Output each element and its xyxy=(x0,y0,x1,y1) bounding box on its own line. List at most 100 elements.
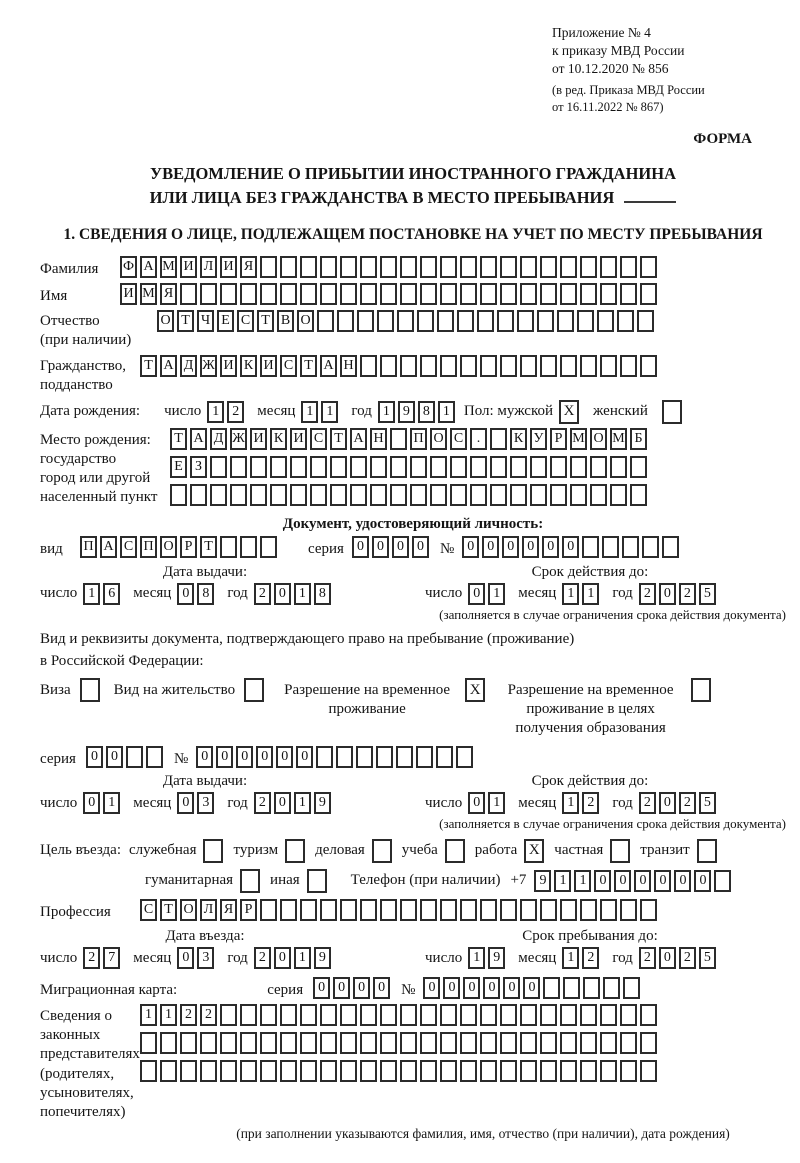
char-cell[interactable]: 0 xyxy=(353,977,371,1000)
char-cell[interactable]: 3 xyxy=(197,792,215,815)
char-cell[interactable]: К xyxy=(510,427,527,450)
char-cell[interactable] xyxy=(500,1060,517,1083)
char-cell[interactable] xyxy=(337,309,354,332)
char-cell[interactable] xyxy=(250,455,267,478)
char-cell[interactable]: 5 xyxy=(698,582,716,605)
char-cell[interactable]: А xyxy=(140,256,157,279)
char-cell[interactable] xyxy=(300,1004,317,1027)
char-cell[interactable] xyxy=(600,283,617,306)
char-cell[interactable] xyxy=(580,256,597,279)
char-cell[interactable] xyxy=(400,1032,417,1055)
char-cell[interactable] xyxy=(570,455,587,478)
char-cell[interactable] xyxy=(450,483,467,506)
char-cell[interactable]: 0 xyxy=(333,977,351,1000)
char-cell[interactable]: 2 xyxy=(253,947,271,970)
char-cell[interactable] xyxy=(340,1060,357,1083)
char-cell[interactable] xyxy=(500,354,517,377)
char-cell[interactable] xyxy=(630,455,647,478)
char-cell[interactable] xyxy=(300,256,317,279)
char-cell[interactable] xyxy=(620,1004,637,1027)
char-cell[interactable]: С xyxy=(280,354,297,377)
char-cell[interactable]: Т xyxy=(140,354,157,377)
char-cell[interactable] xyxy=(380,1060,397,1083)
char-cell[interactable]: 0 xyxy=(196,745,214,768)
char-cell[interactable]: 0 xyxy=(371,535,389,558)
char-cell[interactable] xyxy=(500,256,517,279)
char-cell[interactable] xyxy=(210,483,227,506)
char-cell[interactable] xyxy=(460,1004,477,1027)
representatives-row3[interactable] xyxy=(140,1060,660,1083)
char-cell[interactable]: 0 xyxy=(614,869,632,892)
char-cell[interactable] xyxy=(460,898,477,921)
char-cell[interactable]: 0 xyxy=(674,869,692,892)
char-cell[interactable] xyxy=(460,1032,477,1055)
male-checkbox[interactable]: X xyxy=(559,399,580,424)
char-cell[interactable] xyxy=(642,535,660,558)
char-cell[interactable] xyxy=(600,1004,617,1027)
char-cell[interactable] xyxy=(600,354,617,377)
char-cell[interactable] xyxy=(125,745,143,768)
char-cell[interactable] xyxy=(563,977,581,1000)
char-cell[interactable]: Л xyxy=(200,256,217,279)
char-cell[interactable]: 1 xyxy=(293,582,311,605)
char-cell[interactable] xyxy=(640,1032,657,1055)
char-cell[interactable] xyxy=(460,283,477,306)
work-checkbox[interactable]: X xyxy=(524,838,545,863)
char-cell[interactable] xyxy=(400,283,417,306)
char-cell[interactable] xyxy=(280,1060,297,1083)
char-cell[interactable] xyxy=(480,354,497,377)
char-cell[interactable] xyxy=(530,483,547,506)
char-cell[interactable]: М xyxy=(140,283,157,306)
char-cell[interactable]: 0 xyxy=(634,869,652,892)
char-cell[interactable] xyxy=(260,1004,277,1027)
char-cell[interactable]: 2 xyxy=(638,582,656,605)
char-cell[interactable] xyxy=(280,1032,297,1055)
char-cell[interactable] xyxy=(220,283,237,306)
char-cell[interactable] xyxy=(420,283,437,306)
char-cell[interactable]: О xyxy=(590,427,607,450)
char-cell[interactable] xyxy=(480,898,497,921)
char-cell[interactable]: А xyxy=(100,535,117,558)
char-cell[interactable] xyxy=(320,283,337,306)
char-cell[interactable]: 0 xyxy=(694,869,712,892)
char-cell[interactable] xyxy=(597,309,614,332)
char-cell[interactable]: 0 xyxy=(391,535,409,558)
char-cell[interactable] xyxy=(440,1032,457,1055)
char-cell[interactable] xyxy=(480,1060,497,1083)
char-cell[interactable] xyxy=(380,898,397,921)
char-cell[interactable]: 1 xyxy=(207,400,225,423)
char-cell[interactable]: 0 xyxy=(216,745,234,768)
char-cell[interactable]: 2 xyxy=(83,947,101,970)
char-cell[interactable] xyxy=(560,354,577,377)
char-cell[interactable]: 2 xyxy=(253,582,271,605)
char-cell[interactable] xyxy=(436,745,454,768)
char-cell[interactable] xyxy=(622,535,640,558)
char-cell[interactable] xyxy=(230,455,247,478)
char-cell[interactable]: А xyxy=(350,427,367,450)
char-cell[interactable]: 2 xyxy=(227,400,245,423)
char-cell[interactable] xyxy=(416,745,434,768)
char-cell[interactable] xyxy=(360,1004,377,1027)
char-cell[interactable] xyxy=(290,483,307,506)
char-cell[interactable]: 0 xyxy=(523,977,541,1000)
char-cell[interactable] xyxy=(350,455,367,478)
char-cell[interactable] xyxy=(550,483,567,506)
char-cell[interactable] xyxy=(500,1004,517,1027)
char-cell[interactable] xyxy=(440,1060,457,1083)
char-cell[interactable] xyxy=(640,283,657,306)
char-cell[interactable] xyxy=(630,483,647,506)
char-cell[interactable] xyxy=(480,283,497,306)
tourism-checkbox[interactable] xyxy=(285,838,306,863)
char-cell[interactable] xyxy=(280,1004,297,1027)
